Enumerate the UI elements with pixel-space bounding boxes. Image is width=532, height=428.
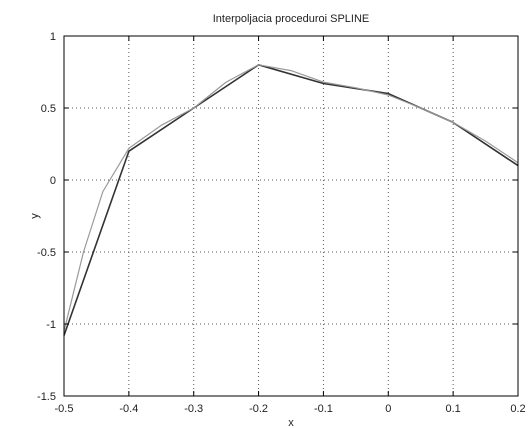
grid — [64, 36, 518, 396]
x-tick-label: 0.2 — [510, 403, 525, 415]
chart-title: Interpoljacia proceduroi SPLINE — [213, 13, 370, 25]
series-group — [63, 64, 519, 336]
plot-frame — [63, 35, 519, 397]
x-tick-label: -0.1 — [314, 403, 333, 415]
x-tick-label: -0.4 — [119, 403, 138, 415]
series-line-2 — [63, 64, 519, 332]
ticks: -0.5 -0.4 -0.3 -0.2 -0.1 0 0.1 0.2 -1.5 -1 -0.5 0 0.… — [37, 31, 526, 415]
x-tick-label: 0 — [385, 403, 391, 415]
y-axis-label: y — [29, 213, 41, 219]
y-tick-label: 1 — [50, 31, 56, 43]
x-axis-label: x — [288, 417, 294, 428]
y-tick-label: -1 — [46, 319, 56, 331]
y-tick-label: -1.5 — [37, 391, 56, 403]
y-tick-label: -0.5 — [37, 247, 56, 259]
x-tick-label: -0.2 — [249, 403, 268, 415]
x-tick-label: 0.1 — [445, 403, 460, 415]
y-tick-label: 0.5 — [41, 103, 56, 115]
x-tick-label: -0.3 — [184, 403, 203, 415]
y-tick-label: 0 — [50, 175, 56, 187]
x-tick-label: -0.5 — [55, 403, 74, 415]
